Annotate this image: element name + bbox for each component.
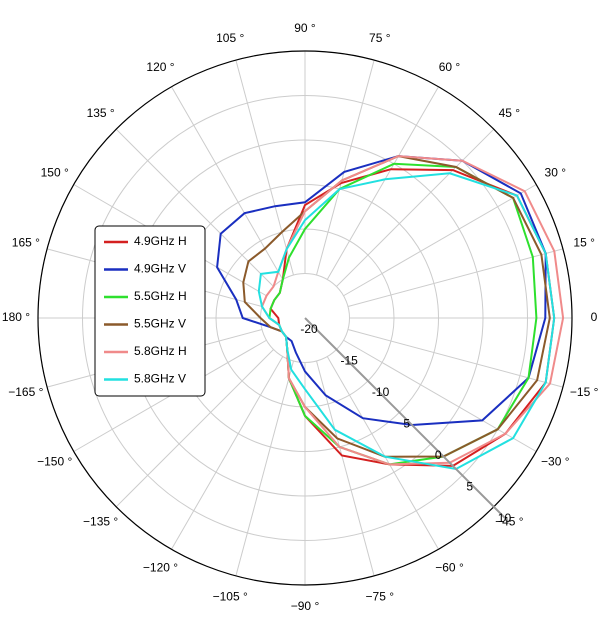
angle-label: −105 ° — [213, 589, 248, 603]
grid-spoke — [326, 356, 439, 550]
angle-label: 15 ° — [573, 235, 595, 249]
legend-label: 5.5GHz V — [134, 317, 186, 331]
grid-spoke — [316, 360, 375, 577]
angle-label: 180 ° — [2, 310, 30, 324]
series-line — [257, 172, 556, 471]
radial-tick-label: 10 — [498, 511, 512, 525]
grid-spoke — [171, 86, 284, 280]
legend: 4.9GHz H 4.9GHz V 5.5GHz H 5.5GHz V 5.8GHz H… — [94, 225, 206, 397]
angle-label: 30 ° — [545, 166, 567, 180]
radial-tick-label: 0 — [435, 448, 442, 462]
angle-label: −45 ° — [495, 515, 524, 529]
grid-spoke — [115, 128, 274, 287]
angle-label: 165 ° — [12, 235, 40, 249]
radial-tick-label: 5 — [466, 480, 473, 494]
series-line — [216, 155, 547, 427]
grid-spoke — [316, 59, 375, 276]
angle-label: −60 ° — [435, 560, 464, 574]
radial-tick-label: 5 — [403, 417, 410, 431]
angle-label: −30 ° — [541, 455, 570, 469]
angle-label: 90 ° — [294, 21, 316, 35]
angle-label: 135 ° — [87, 106, 115, 120]
grid-spoke — [235, 360, 294, 577]
angle-label: 120 ° — [146, 60, 174, 74]
grid-spoke — [235, 59, 294, 276]
angle-label: −135 ° — [83, 515, 118, 529]
grid-spoke — [326, 86, 439, 280]
legend-label: 4.9GHz V — [134, 262, 186, 276]
angle-label: 0 — [591, 310, 598, 324]
angle-label: −150 ° — [37, 455, 72, 469]
grid-spoke — [347, 329, 564, 388]
radial-tick-label: -20 — [300, 322, 318, 336]
angle-label: −120 ° — [143, 560, 178, 574]
legend-label: 5.8GHz V — [134, 372, 186, 386]
radial-tick-label: -15 — [340, 354, 358, 368]
angle-label: −75 ° — [366, 589, 395, 603]
grid-spoke — [336, 128, 495, 287]
angle-label: −15 ° — [570, 385, 599, 399]
radial-axis — [304, 317, 509, 522]
legend-label: 4.9GHz H — [134, 234, 187, 248]
angle-label: 45 ° — [499, 106, 521, 120]
legend-label: 5.8GHz H — [134, 344, 187, 358]
angle-label: 75 ° — [369, 31, 391, 45]
grid-spoke — [343, 339, 537, 452]
angle-label: −165 ° — [8, 385, 43, 399]
legend-box — [94, 225, 206, 397]
grid-spoke — [115, 349, 274, 508]
grid-spoke — [343, 184, 537, 297]
angle-label: 60 ° — [439, 60, 461, 74]
outer-circle — [37, 50, 573, 586]
radial-tick-label: -10 — [372, 385, 390, 399]
legend-label: 5.5GHz H — [134, 289, 187, 303]
grid-spoke — [171, 356, 284, 550]
angle-label: 105 ° — [216, 31, 244, 45]
angle-label: −90 ° — [291, 599, 320, 613]
angle-label: 150 ° — [41, 166, 69, 180]
grid-spoke — [347, 248, 564, 307]
series-line — [242, 155, 551, 458]
